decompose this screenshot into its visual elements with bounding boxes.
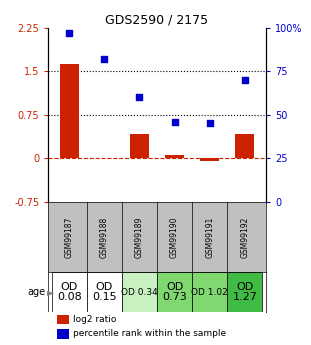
Bar [235,134,254,158]
Bar [122,273,157,312]
Bar [130,134,149,158]
Bar [57,315,69,325]
Text: ►: ► [47,287,54,297]
Text: percentile rank within the sample: percentile rank within the sample [73,329,226,338]
Text: log2 ratio: log2 ratio [73,315,117,324]
Point [137,95,142,100]
Point [207,121,212,126]
Bar [57,329,69,338]
Text: OD
0.15: OD 0.15 [92,282,117,303]
Bar [87,273,122,312]
Text: OD 0.34: OD 0.34 [121,287,158,297]
Bar [227,273,262,312]
Point [67,30,72,36]
Bar [52,273,87,312]
Text: GSM99192: GSM99192 [240,216,249,258]
Text: age: age [27,287,45,297]
Title: GDS2590 / 2175: GDS2590 / 2175 [105,13,209,27]
Text: OD
0.73: OD 0.73 [162,282,187,303]
Text: GSM99189: GSM99189 [135,216,144,258]
Bar [165,155,184,158]
Bar [157,273,192,312]
Text: GSM99188: GSM99188 [100,216,109,258]
Bar [192,273,227,312]
Text: GSM99191: GSM99191 [205,216,214,258]
Bar [200,158,219,160]
Text: OD 1.02: OD 1.02 [191,287,228,297]
Text: GSM99190: GSM99190 [170,216,179,258]
Bar [60,64,79,158]
Point [242,77,247,82]
Text: GSM99187: GSM99187 [65,216,74,258]
Point [102,56,107,62]
Text: OD
0.08: OD 0.08 [57,282,82,303]
Text: OD
1.27: OD 1.27 [232,282,257,303]
Point [172,119,177,125]
